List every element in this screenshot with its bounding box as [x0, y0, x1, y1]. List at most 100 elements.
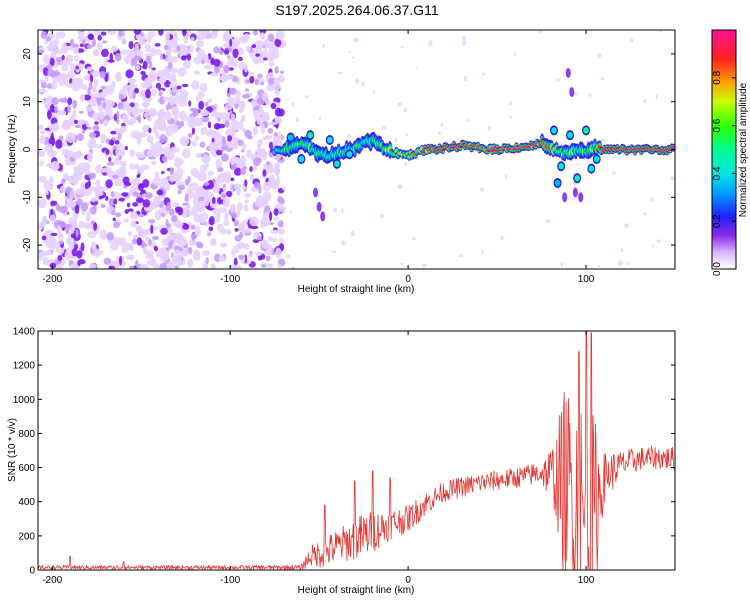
colorbar-tick-label: 0.8 — [712, 70, 723, 84]
noise-speckle — [115, 71, 122, 83]
noise-speckle — [260, 32, 265, 40]
noise-speckle — [380, 213, 384, 219]
noise-speckle — [256, 150, 264, 159]
noise-speckle — [218, 255, 226, 262]
noise-speckle — [64, 119, 74, 125]
noise-speckle — [75, 173, 82, 181]
noise-speckle — [156, 189, 164, 196]
noise-speckle — [244, 88, 250, 92]
noise-speckle — [241, 143, 247, 150]
noise-speckle — [80, 242, 85, 252]
noise-speckle — [271, 237, 278, 242]
noise-speckle — [274, 50, 280, 59]
noise-speckle — [93, 143, 103, 148]
noise-speckle — [99, 91, 108, 98]
noise-speckle — [65, 83, 76, 88]
noise-speckle — [49, 213, 56, 223]
track-blob — [574, 174, 580, 182]
noise-speckle — [105, 179, 113, 189]
noise-speckle — [74, 124, 82, 129]
noise-speckle — [91, 245, 97, 251]
noise-speckle — [189, 44, 194, 54]
noise-speckle — [171, 232, 182, 242]
noise-speckle — [72, 109, 77, 120]
noise-speckle — [146, 250, 154, 257]
noise-speckle — [119, 255, 123, 266]
noise-speckle — [166, 202, 172, 210]
noise-speckle — [229, 264, 238, 269]
noise-speckle — [108, 198, 115, 207]
noise-speckle — [124, 145, 128, 151]
noise-speckle — [38, 201, 46, 209]
noise-speckle — [191, 80, 200, 91]
spectrogram-x-ticks: -200 -100 0 100 — [42, 30, 595, 285]
noise-speckle — [600, 77, 605, 81]
noise-speckle — [133, 30, 142, 35]
x-tick-label: 0 — [405, 575, 411, 586]
noise-speckle — [59, 185, 66, 193]
noise-speckle — [197, 213, 203, 223]
noise-speckle — [270, 102, 277, 110]
noise-speckle — [136, 174, 141, 178]
noise-speckle — [174, 249, 181, 255]
noise-speckle — [556, 78, 561, 82]
noise-speckle — [267, 127, 274, 134]
noise-speckle — [99, 229, 108, 241]
noise-speckle — [277, 195, 284, 203]
noise-speckle — [103, 257, 112, 265]
noise-speckle — [91, 85, 97, 93]
colorbar-ticks: 0.0 0.2 0.4 0.6 0.8 — [712, 70, 736, 276]
noise-speckle — [101, 40, 108, 44]
noise-speckle — [268, 46, 277, 56]
y-tick-label: 200 — [18, 531, 35, 542]
noise-speckle — [213, 186, 220, 194]
noise-speckle — [351, 56, 356, 59]
noise-speckle — [273, 208, 279, 216]
noise-speckle — [182, 202, 189, 206]
noise-speckle — [256, 114, 261, 125]
noise-speckle — [150, 88, 157, 97]
noise-speckle — [162, 155, 168, 163]
y-tick-label: 400 — [18, 497, 35, 508]
noise-speckle — [79, 43, 85, 48]
noise-speckle — [42, 256, 49, 266]
noise-speckle — [290, 209, 293, 213]
noise-speckle — [670, 176, 675, 181]
noise-speckle — [140, 71, 146, 75]
noise-speckle — [224, 173, 231, 184]
noise-speckle — [273, 132, 278, 137]
noise-speckle — [55, 139, 63, 149]
noise-speckle — [275, 30, 285, 40]
noise-speckle — [57, 225, 61, 233]
noise-speckle — [576, 162, 580, 165]
noise-speckle — [148, 108, 158, 117]
noise-speckle — [218, 50, 224, 55]
noise-speckle — [129, 163, 136, 170]
noise-speckle — [165, 247, 170, 251]
noise-speckle — [130, 58, 135, 67]
noise-speckle — [268, 245, 273, 256]
noise-speckle — [266, 161, 271, 166]
noise-speckle — [172, 31, 178, 40]
noise-speckle — [184, 193, 189, 202]
noise-speckle — [643, 98, 647, 104]
noise-speckle — [223, 48, 230, 55]
noise-speckle — [159, 262, 168, 269]
noise-speckle — [251, 44, 257, 48]
noise-speckle — [121, 192, 129, 197]
noise-speckle — [652, 244, 655, 248]
noise-speckle — [168, 95, 176, 106]
noise-speckle — [224, 103, 233, 111]
noise-speckle — [260, 122, 265, 134]
noise-speckle — [190, 224, 196, 230]
noise-speckle — [178, 93, 188, 102]
noise-speckle — [186, 53, 191, 61]
noise-speckle — [211, 196, 216, 205]
noise-speckle — [199, 82, 208, 93]
noise-speckle — [218, 207, 228, 213]
noise-speckle — [197, 30, 204, 34]
noise-speckle — [152, 177, 162, 186]
noise-speckle — [261, 49, 269, 61]
noise-speckle — [135, 259, 139, 268]
